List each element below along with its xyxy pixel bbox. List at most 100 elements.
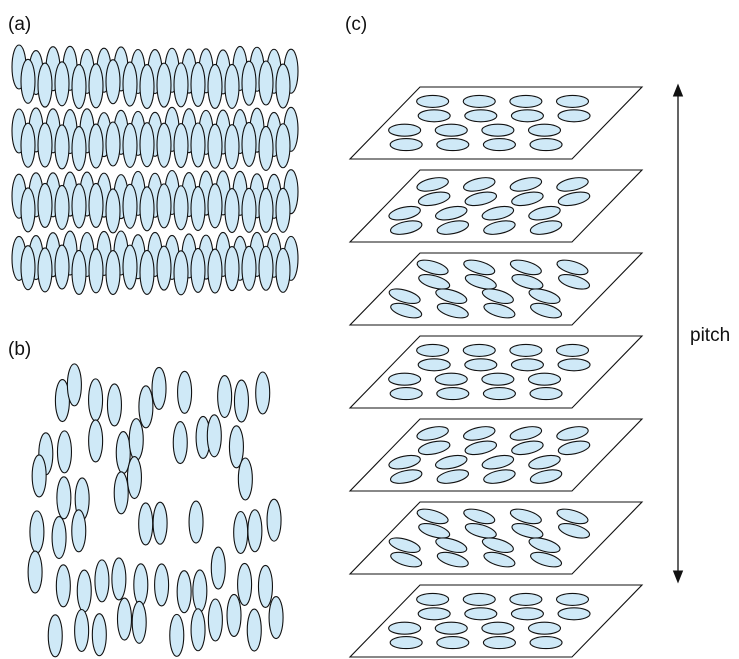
molecule	[463, 593, 495, 605]
molecule	[225, 125, 239, 169]
molecule	[21, 59, 35, 103]
molecule	[218, 376, 232, 418]
molecule	[557, 344, 589, 356]
molecule	[511, 608, 543, 620]
molecule	[276, 64, 290, 108]
molecule	[72, 65, 86, 109]
molecule	[463, 95, 495, 107]
molecule	[173, 422, 187, 464]
molecule	[208, 599, 222, 641]
molecule	[390, 388, 422, 400]
molecule	[483, 139, 515, 151]
molecule	[435, 373, 467, 385]
molecule	[483, 388, 515, 400]
molecule	[191, 248, 205, 292]
molecule	[157, 63, 171, 107]
molecule	[89, 249, 103, 293]
molecule	[389, 124, 421, 136]
molecule	[510, 95, 542, 107]
molecule	[123, 245, 137, 289]
molecule	[155, 564, 169, 606]
molecule	[225, 247, 239, 291]
molecule	[106, 60, 120, 104]
molecule	[157, 184, 171, 228]
molecule	[132, 601, 146, 643]
molecule	[437, 388, 469, 400]
molecule	[463, 344, 495, 356]
molecule	[418, 608, 450, 620]
molecule	[482, 124, 514, 136]
molecule	[178, 371, 192, 413]
molecule	[238, 458, 252, 500]
molecule	[193, 570, 207, 612]
molecule	[72, 510, 86, 552]
molecule	[21, 188, 35, 232]
panel-label: (b)	[8, 339, 31, 360]
molecule	[89, 379, 103, 421]
molecule	[55, 125, 69, 169]
molecule	[435, 622, 467, 634]
molecule	[32, 455, 46, 497]
molecule	[529, 373, 561, 385]
molecule	[390, 139, 422, 151]
molecule	[482, 622, 514, 634]
molecule	[558, 359, 590, 371]
molecule	[242, 122, 256, 166]
molecule	[191, 62, 205, 106]
molecule	[134, 564, 148, 606]
molecule	[208, 124, 222, 168]
molecule	[418, 359, 450, 371]
molecule	[72, 250, 86, 294]
molecule	[140, 65, 154, 109]
molecule	[234, 511, 248, 553]
molecule	[435, 124, 467, 136]
molecule	[208, 64, 222, 108]
molecule	[30, 511, 44, 553]
molecule	[557, 95, 589, 107]
molecule	[140, 187, 154, 231]
molecule	[258, 565, 272, 607]
molecule	[482, 373, 514, 385]
molecule	[117, 598, 131, 640]
molecule	[558, 608, 590, 620]
molecule	[191, 187, 205, 231]
molecule	[127, 457, 141, 499]
molecule	[106, 189, 120, 233]
molecule	[174, 186, 188, 230]
molecule	[114, 472, 128, 514]
panel-b	[28, 364, 283, 657]
molecule	[465, 359, 497, 371]
molecule	[530, 637, 562, 649]
molecule	[276, 124, 290, 168]
molecule	[57, 431, 71, 473]
molecule	[89, 64, 103, 108]
molecule	[529, 124, 561, 136]
molecule	[529, 622, 561, 634]
molecule	[242, 188, 256, 232]
molecule	[38, 123, 52, 167]
molecule	[465, 608, 497, 620]
molecule	[77, 570, 91, 612]
molecule	[511, 359, 543, 371]
molecule	[129, 419, 143, 461]
molecule	[465, 110, 497, 122]
molecule	[530, 139, 562, 151]
molecule	[55, 185, 69, 229]
molecule	[417, 344, 449, 356]
molecule	[417, 593, 449, 605]
molecule	[191, 123, 205, 167]
molecule	[177, 571, 191, 613]
molecule	[259, 246, 273, 290]
molecule	[28, 551, 42, 593]
molecule	[139, 386, 153, 428]
molecule	[112, 558, 126, 600]
molecule	[510, 593, 542, 605]
molecule	[242, 61, 256, 105]
molecule	[248, 510, 262, 552]
panel-c	[350, 87, 642, 657]
molecule	[483, 637, 515, 649]
molecule	[511, 110, 543, 122]
molecule	[390, 637, 422, 649]
molecule	[123, 184, 137, 228]
molecule	[276, 188, 290, 232]
